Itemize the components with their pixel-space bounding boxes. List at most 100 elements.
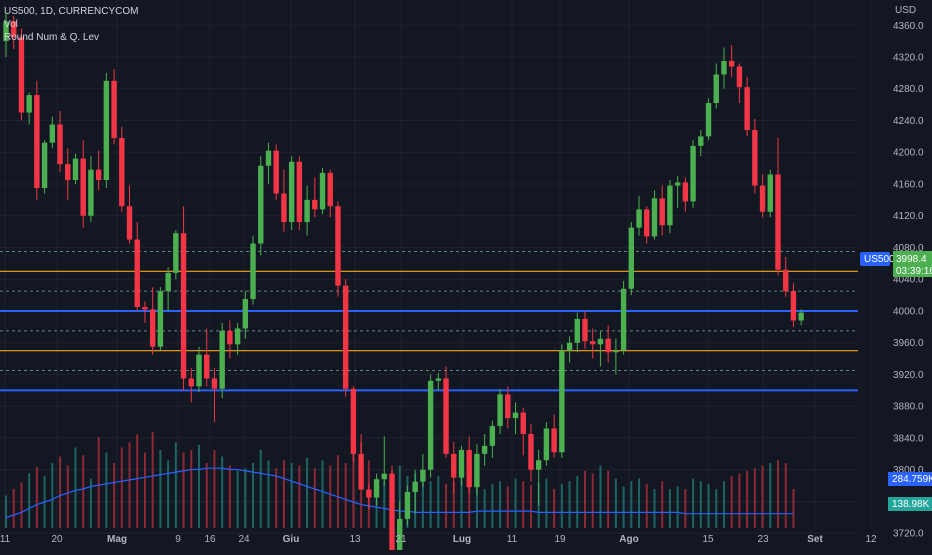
volume-bar xyxy=(35,466,38,528)
currency-label: USD xyxy=(895,5,916,16)
volume-bar xyxy=(352,447,355,528)
candle-body xyxy=(373,479,380,498)
volume-bar xyxy=(738,473,741,528)
volume-bar xyxy=(692,478,695,528)
volume-bar xyxy=(653,489,656,528)
candle-body xyxy=(744,87,750,131)
volume-bar xyxy=(167,460,170,528)
candle-body xyxy=(775,174,781,270)
candle-body xyxy=(335,206,341,286)
volume-bar xyxy=(576,476,579,528)
candle-body xyxy=(65,164,71,181)
candle-body xyxy=(119,137,125,207)
candle-body xyxy=(142,307,148,310)
candle-body xyxy=(443,378,449,454)
legend-indicator[interactable]: Round Num & Q. Lev xyxy=(4,32,100,43)
candle-body xyxy=(412,481,418,492)
volume-bar xyxy=(769,463,772,528)
volume-bar xyxy=(730,476,733,528)
legend-symbol[interactable]: US500, 1D, CURRENCYCOM xyxy=(4,6,139,17)
volume-bar xyxy=(761,465,764,528)
candle-body xyxy=(520,412,526,435)
volume-bar xyxy=(236,470,239,528)
time-tick-label: 21 xyxy=(395,534,407,545)
price-tick-label: 4320.0 xyxy=(893,53,924,64)
candle-body xyxy=(798,312,804,321)
volume-bar xyxy=(259,450,262,528)
volume-bar xyxy=(568,481,571,528)
time-tick-label: 13 xyxy=(349,534,361,545)
last-price-label: 3998.4 xyxy=(896,254,927,265)
time-tick-label: 15 xyxy=(702,534,714,545)
candle-body xyxy=(466,449,472,488)
candle-body xyxy=(242,299,249,329)
volume-bar xyxy=(545,478,548,528)
candle-body xyxy=(605,338,611,353)
time-axis[interactable]: 11 20 Mag 9 16 24 Giu 13 21 Lug 11 19 Ago 15 23 Set 12 xyxy=(0,534,877,545)
volume-bar xyxy=(174,442,177,528)
volume-bar xyxy=(290,463,293,528)
candle-body xyxy=(458,449,465,478)
candle-body xyxy=(281,193,287,223)
candle-body xyxy=(489,426,496,446)
volume-bar xyxy=(329,465,332,528)
legend-volume[interactable]: Vol xyxy=(4,19,18,30)
volume-bar xyxy=(198,444,200,528)
candle-body xyxy=(126,206,133,240)
candle-body xyxy=(111,80,117,138)
candle-body xyxy=(41,142,48,188)
candle-body xyxy=(505,394,511,419)
volume-bar xyxy=(491,483,494,528)
price-tick-label: 4160.0 xyxy=(893,179,924,190)
volume-bar xyxy=(777,460,779,528)
time-tick-label: Giu xyxy=(283,534,300,545)
volume-value-label: 138.98K xyxy=(892,499,930,510)
volume-bar xyxy=(313,468,316,528)
candle-body xyxy=(173,233,179,273)
volume-bar xyxy=(707,483,710,528)
volume-bar xyxy=(89,478,92,528)
price-tick-label: 3720.0 xyxy=(893,529,924,540)
volume-bar xyxy=(499,481,502,528)
time-tick-label: Set xyxy=(807,534,823,545)
candle-body xyxy=(559,350,565,453)
time-tick-label: 24 xyxy=(238,534,250,545)
candle-body xyxy=(512,412,519,419)
volume-bar xyxy=(59,456,62,528)
volume-bar xyxy=(445,483,448,528)
candle-body xyxy=(783,269,789,292)
time-tick-label: Mag xyxy=(107,534,127,545)
volume-bar xyxy=(12,489,15,528)
time-tick-label: 23 xyxy=(757,534,769,545)
volume-bar xyxy=(483,489,486,528)
volume-bar xyxy=(244,468,247,528)
volume-bar xyxy=(591,473,594,528)
volume-bar xyxy=(529,485,532,528)
candle-body xyxy=(3,21,9,42)
volume-bar xyxy=(205,463,208,528)
volume-bar xyxy=(638,478,641,528)
volume-bar xyxy=(437,476,440,528)
candle-body xyxy=(26,95,32,113)
price-axis[interactable]: 4360.0 4320.0 4280.0 4240.0 4200.0 4160.0 4120… xyxy=(893,21,924,550)
volume-bar xyxy=(746,470,749,528)
candle-body xyxy=(219,330,225,389)
volume-bar xyxy=(622,486,625,528)
candle-body xyxy=(535,460,542,470)
candle-body xyxy=(34,95,40,188)
time-tick-label: 11 xyxy=(0,534,11,545)
volume-bar xyxy=(684,489,687,528)
volume-bar xyxy=(784,463,787,528)
candle-body xyxy=(713,74,719,104)
candle-body xyxy=(397,518,403,554)
candle-body xyxy=(674,182,681,186)
volume-bar xyxy=(128,442,131,528)
candle-body xyxy=(636,209,642,228)
candle-body xyxy=(682,182,689,202)
candle-body xyxy=(273,150,279,194)
volume-bar xyxy=(614,478,617,528)
volume-bar xyxy=(452,481,455,528)
candle-body xyxy=(95,169,102,181)
